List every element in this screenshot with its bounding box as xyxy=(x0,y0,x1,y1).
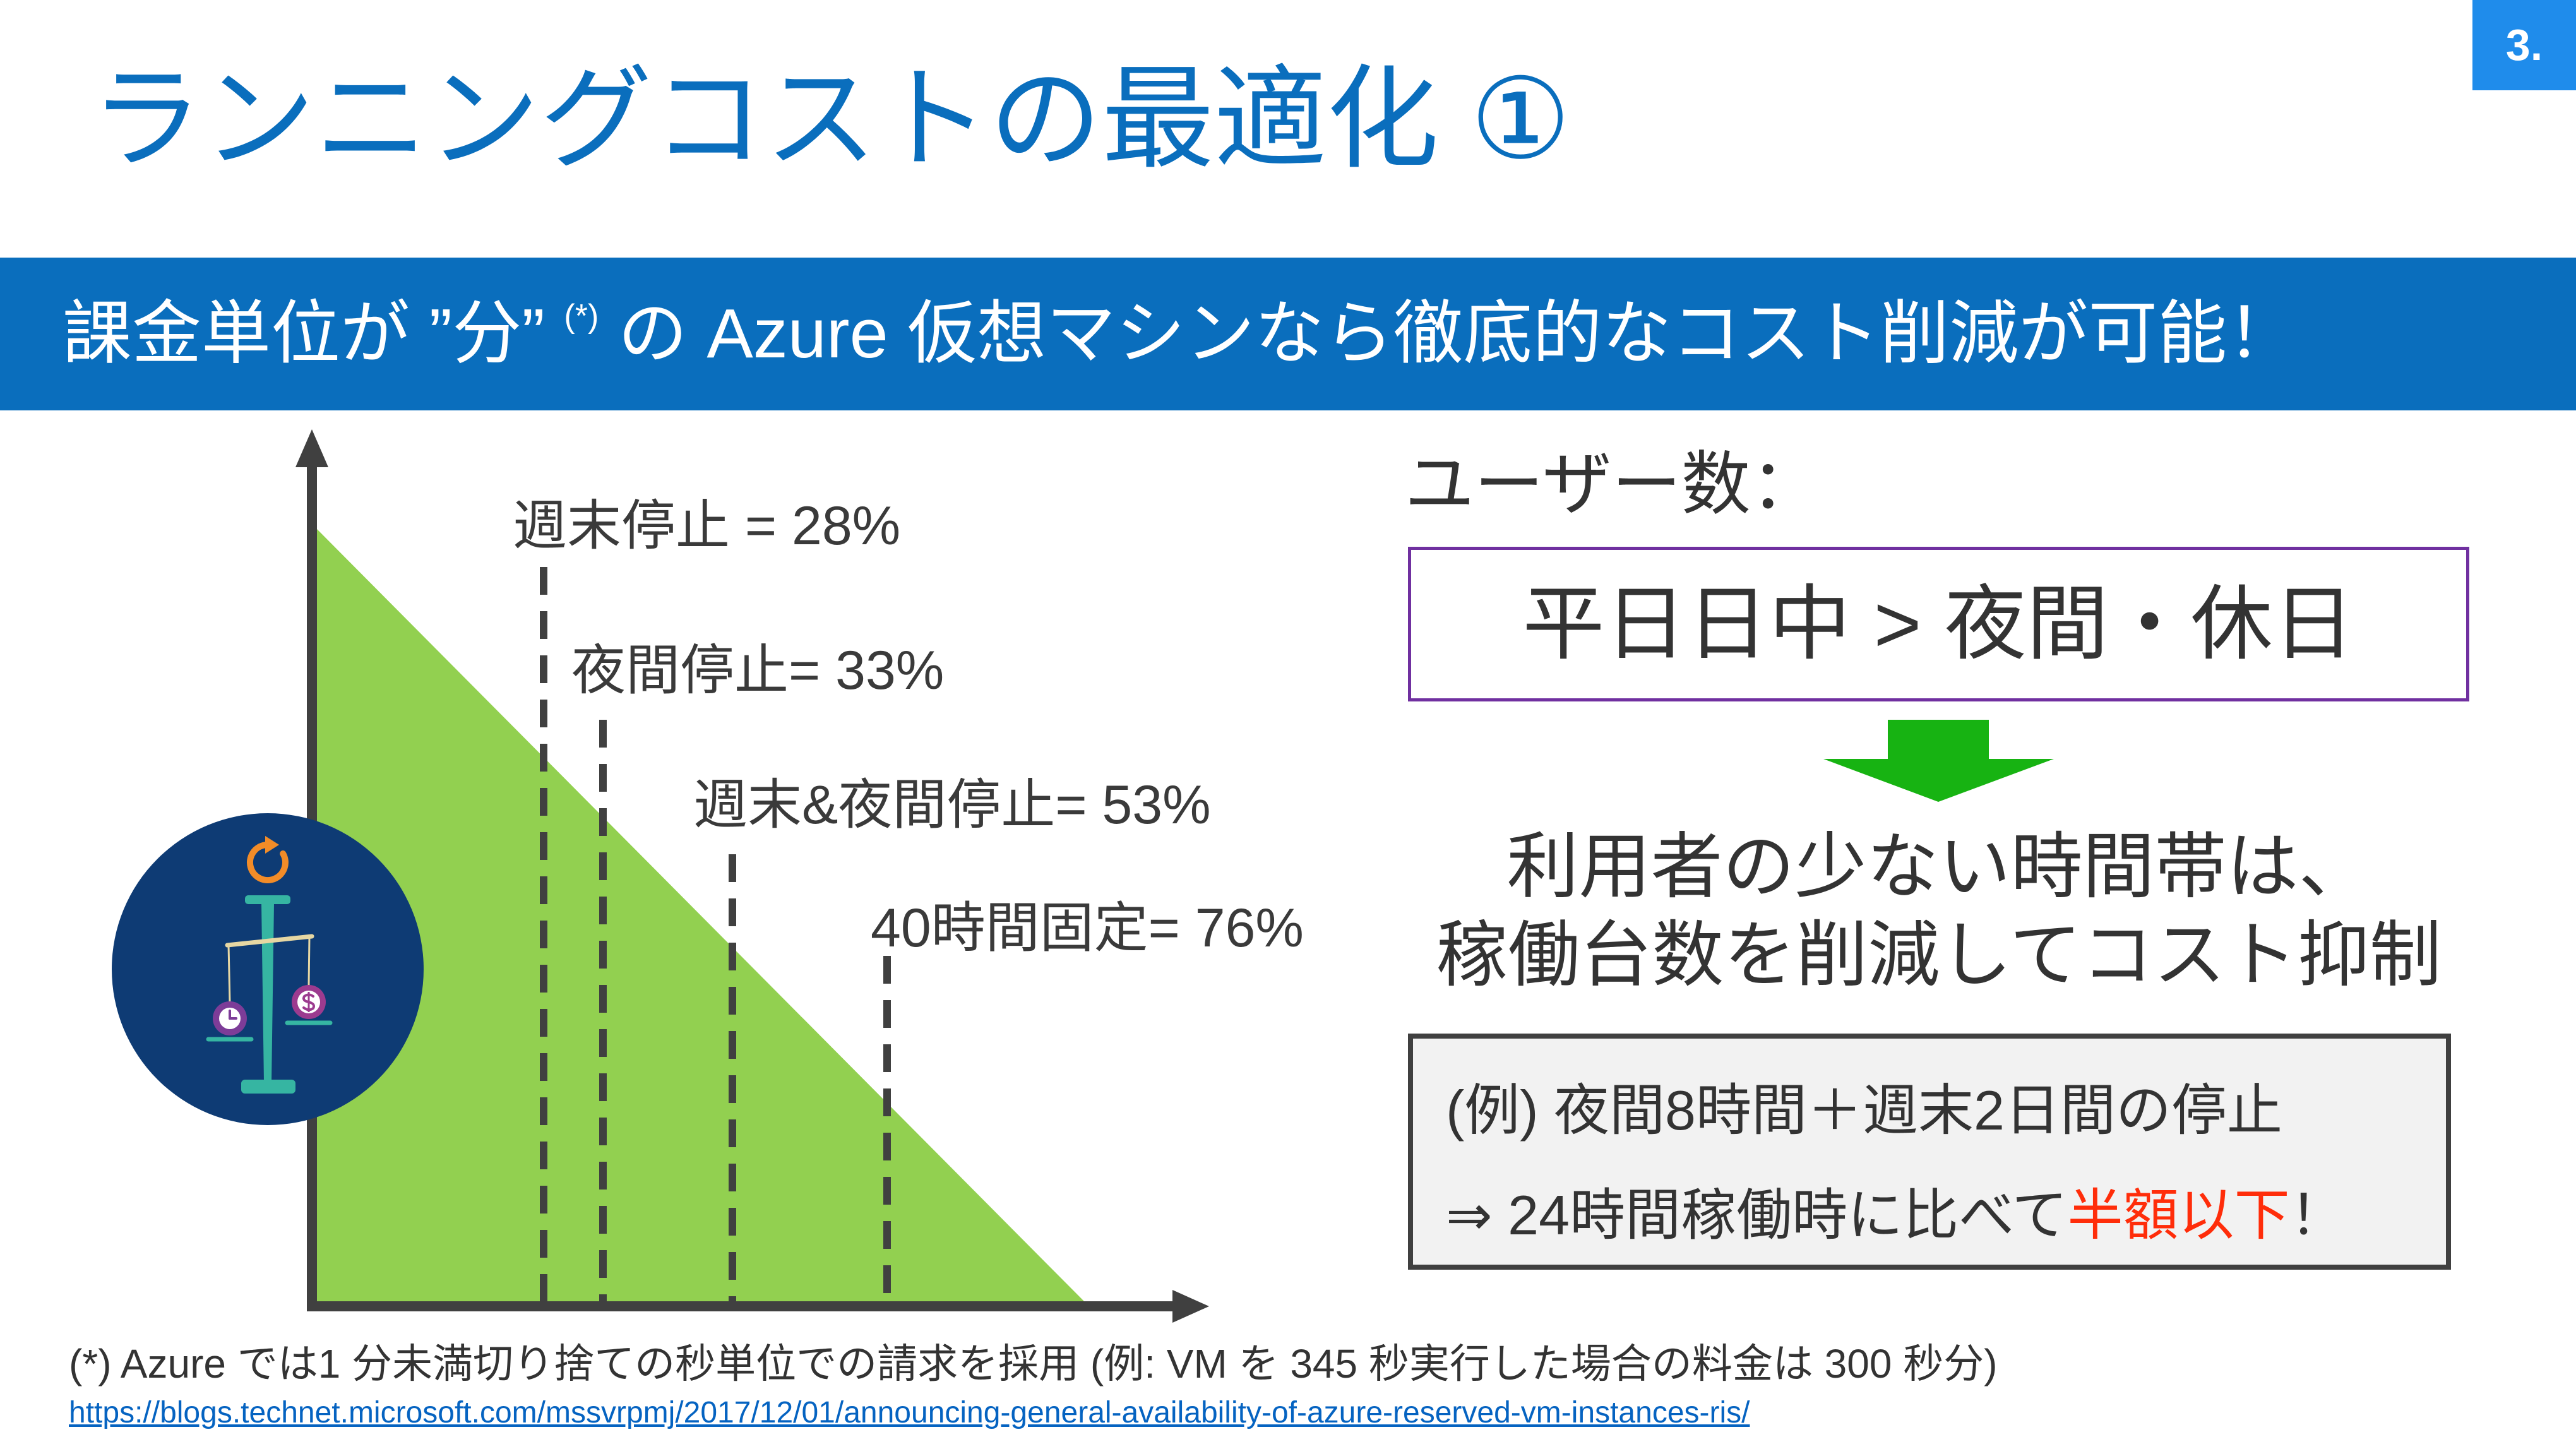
example-highlight: 半額以下 xyxy=(2067,1184,2290,1246)
example-line-1: (例) 夜間8時間＋週末2日間の停止 xyxy=(1446,1079,2282,1142)
example-box: (例) 夜間8時間＋週末2日間の停止 ⇒ 24時間稼働時に比べて半額以下！ xyxy=(1408,1034,2451,1270)
scale-pillar xyxy=(261,903,274,1082)
banner-text: 課金単位が ”分” (*) の Azure 仮想マシンなら徹底的なコスト削減が可… xyxy=(63,258,2296,423)
banner-text-after: の Azure 仮想マシンなら徹底的なコスト削減が可能！ xyxy=(599,295,2297,373)
arrow-down-icon xyxy=(1823,720,2054,802)
example-line-2: ⇒ 24時間稼働時に比べて半額以下！ xyxy=(1446,1163,2446,1268)
headline-banner: 課金単位が ”分” (*) の Azure 仮想マシンなら徹底的なコスト削減が可… xyxy=(0,258,2576,410)
scale-base xyxy=(241,1080,295,1094)
label-weekend-stop: 週末停止 = 28% xyxy=(513,496,901,556)
page-title: ランニングコストの最適化 ① xyxy=(90,56,1571,182)
footnote-link[interactable]: https://blogs.technet.microsoft.com/mssv… xyxy=(69,1396,1750,1429)
label-weekend-night-stop: 週末&夜間停止= 53% xyxy=(693,775,1211,835)
y-axis-arrow-icon xyxy=(295,429,328,467)
conclusion-text: 利用者の少ない時間帯は、 稼働台数を削減してコスト抑制 xyxy=(1408,823,2469,1000)
refresh-icon xyxy=(246,836,289,883)
clock-icon xyxy=(213,1001,247,1035)
conclusion-line: 利用者の少ない時間帯は、 xyxy=(1506,827,2371,907)
balance-scale-icon xyxy=(112,813,424,1125)
dollar-icon xyxy=(292,985,326,1019)
page-number-badge: 3. xyxy=(2472,0,2576,90)
footnote-mark: (*) xyxy=(564,298,599,335)
scale-beam xyxy=(225,934,314,948)
banner-text-before: 課金単位が ”分” xyxy=(63,295,564,373)
page-number: 3. xyxy=(2505,20,2543,69)
example-line-2-suffix: ！ xyxy=(2289,1184,2346,1246)
scale-string-left xyxy=(227,945,231,1003)
footnote-text: (*) Azure では1 分未満切り捨ての秒単位での請求を採用 (例: VM … xyxy=(69,1341,1998,1386)
usage-comparison-text: 平日日中 > 夜間・休日 xyxy=(1522,578,2355,670)
conclusion-line: 稼働台数を削減してコスト抑制 xyxy=(1436,915,2442,996)
x-axis-arrow-icon xyxy=(1172,1290,1209,1323)
scale-capital xyxy=(245,895,290,904)
usage-comparison-box: 平日日中 > 夜間・休日 xyxy=(1408,547,2469,701)
label-night-stop: 夜間停止= 33% xyxy=(571,640,945,701)
users-heading: ユーザー数： xyxy=(1405,446,1820,523)
label-40h-fixed: 40時間固定= 76% xyxy=(871,898,1304,958)
savings-area xyxy=(317,529,1084,1301)
example-line-2-prefix: ⇒ 24時間稼働時に比べて xyxy=(1446,1184,2068,1246)
